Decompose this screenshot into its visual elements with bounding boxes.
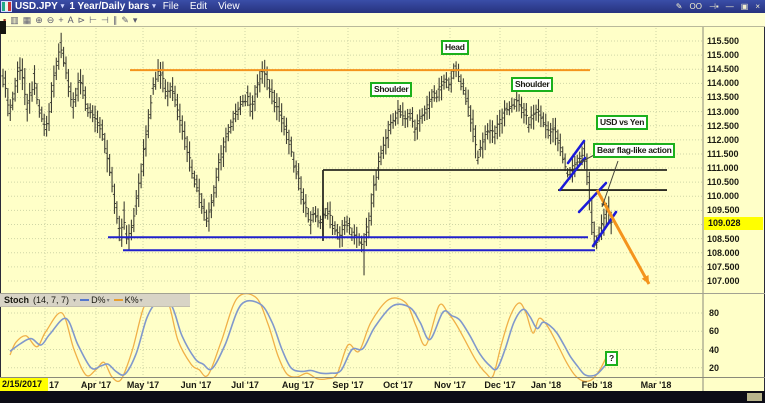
arrow-head bbox=[601, 203, 605, 207]
link-rings-icon[interactable]: OO bbox=[689, 2, 702, 11]
date-label: Jan '18 bbox=[530, 380, 562, 390]
pointer-icon[interactable]: ⊳ bbox=[77, 14, 86, 25]
annotation-label[interactable]: Shoulder bbox=[370, 82, 413, 97]
maximize-button[interactable]: ▣ bbox=[740, 2, 749, 11]
annotation-label[interactable]: Bear flag-like action bbox=[593, 143, 676, 158]
price-tick-label: 114.500 bbox=[707, 64, 740, 75]
pin-chart-icon[interactable]: ⊣▪ bbox=[708, 2, 719, 11]
price-tick-label: 108.500 bbox=[707, 233, 740, 244]
interval-left-icon[interactable]: ⊢ bbox=[89, 14, 97, 25]
bear-flag-line[interactable] bbox=[577, 181, 608, 214]
d-series-swatch bbox=[80, 298, 90, 301]
stoch-d-line[interactable] bbox=[9, 299, 610, 377]
zoom-in-icon[interactable]: ⊕ bbox=[35, 14, 43, 25]
price-tick-label: 112.000 bbox=[707, 134, 740, 145]
interval-title[interactable]: 1 Year/Daily bars bbox=[69, 1, 150, 12]
price-tick-label: 111.000 bbox=[707, 163, 739, 174]
more-tools-icon[interactable]: ▾ bbox=[132, 14, 138, 25]
app-chart-icon bbox=[1, 1, 12, 12]
scrollbar-thumb[interactable] bbox=[747, 393, 762, 401]
date-label: Oct '17 bbox=[383, 380, 413, 390]
bear-flag-line[interactable] bbox=[566, 139, 586, 165]
panel-divider[interactable] bbox=[0, 293, 765, 294]
bar-chart-icon[interactable]: ▥ bbox=[10, 14, 19, 25]
stoch-params[interactable]: (14, 7, 7) bbox=[33, 295, 70, 305]
minimize-button[interactable]: — bbox=[725, 2, 734, 11]
arrow-head bbox=[579, 159, 583, 163]
stoch-tick-label: 40 bbox=[709, 344, 720, 355]
bottom-scrollbar[interactable] bbox=[0, 391, 765, 403]
histogram-icon[interactable]: ▦ bbox=[22, 14, 32, 25]
price-tick-label: 113.500 bbox=[707, 92, 740, 103]
price-tick-label: 114.000 bbox=[707, 78, 740, 89]
menu-edit[interactable]: Edit bbox=[189, 1, 208, 12]
date-label: Jun '17 bbox=[180, 380, 212, 390]
date-label: Apr '17 bbox=[80, 380, 112, 390]
last-price-badge: 109.028 bbox=[704, 217, 763, 231]
interval-dropdown-icon[interactable]: ▾ bbox=[152, 3, 156, 10]
price-tick-label: 109.500 bbox=[707, 205, 740, 216]
parallel-lines-icon[interactable]: ∥ bbox=[112, 14, 118, 25]
price-tick-label: 113.000 bbox=[707, 106, 740, 117]
interval-right-icon[interactable]: ⊣ bbox=[101, 14, 109, 25]
price-tick-label: 115.500 bbox=[707, 36, 740, 46]
date-label: May '17 bbox=[126, 380, 160, 390]
k-series-dropdown-icon[interactable]: ▾ bbox=[139, 297, 143, 304]
title-bar: USD.JPY ▾ 1 Year/Daily bars ▾ File Edit … bbox=[0, 0, 765, 13]
draw-pencil-icon[interactable]: ✎ bbox=[675, 2, 683, 11]
stoch-settings-icon[interactable]: ▾ bbox=[73, 297, 77, 304]
k-series-label[interactable]: K% bbox=[124, 295, 139, 305]
price-tick-label: 115.000 bbox=[707, 50, 740, 61]
draw-tool-icon[interactable]: ✎ bbox=[121, 14, 129, 25]
cursor-date-badge: 2/15/2017 bbox=[0, 378, 48, 391]
annotation-label[interactable]: ? bbox=[605, 351, 618, 366]
stoch-tick-label: 60 bbox=[709, 326, 720, 337]
price-tick-label: 110.000 bbox=[707, 191, 740, 202]
date-axis-border bbox=[0, 377, 765, 378]
date-label: Mar '18 bbox=[640, 380, 672, 390]
date-label: Feb '18 bbox=[581, 380, 613, 390]
zoom-out-icon[interactable]: ⊖ bbox=[46, 14, 55, 25]
d-series-dropdown-icon[interactable]: ▾ bbox=[106, 297, 110, 304]
date-label: Dec '17 bbox=[484, 380, 516, 390]
menu-file[interactable]: File bbox=[162, 1, 179, 12]
drawing-toolbar: ▪ ▥ ▦ ⊕ ⊖ + A ⊳ ⊢ ⊣ ∥ ✎ ▾ bbox=[0, 13, 765, 27]
close-button[interactable]: × bbox=[755, 2, 760, 11]
price-tick-label: 111.500 bbox=[707, 148, 739, 159]
annotation-label[interactable]: Shoulder bbox=[511, 77, 554, 92]
date-label: Sep '17 bbox=[332, 380, 364, 390]
marker-icon[interactable]: ▪ bbox=[3, 14, 7, 25]
date-label: Jul '17 bbox=[231, 380, 259, 390]
stoch-panel-header: Stoch (14, 7, 7) ▾ D% ▾ K% ▾ bbox=[0, 294, 190, 307]
window-controls: ✎ OO ⊣▪ — ▣ × bbox=[674, 0, 762, 13]
bear-flag-line[interactable] bbox=[558, 156, 587, 192]
price-tick-label: 107.000 bbox=[707, 275, 740, 286]
price-tick-label: 108.000 bbox=[707, 247, 740, 258]
arrow-shaft[interactable] bbox=[595, 189, 651, 285]
arrow-head bbox=[641, 275, 649, 284]
date-label: Nov '17 bbox=[434, 380, 466, 390]
stoch-tick-label: 20 bbox=[709, 362, 720, 373]
annotation-label[interactable]: USD vs Yen bbox=[596, 115, 649, 130]
stoch-tick-label: 80 bbox=[709, 308, 720, 319]
date-label: Aug '17 bbox=[281, 380, 315, 390]
price-tick-label: 112.500 bbox=[707, 120, 740, 131]
text-tool-icon[interactable]: A bbox=[67, 14, 74, 25]
crosshair-icon[interactable]: + bbox=[58, 14, 64, 25]
price-tick-label: 110.500 bbox=[707, 177, 740, 188]
k-series-swatch bbox=[113, 298, 123, 301]
left-edge-marker bbox=[0, 21, 6, 34]
menu-view[interactable]: View bbox=[218, 1, 240, 12]
stoch-title: Stoch bbox=[4, 295, 30, 305]
d-series-label[interactable]: D% bbox=[91, 295, 106, 305]
price-tick-label: 107.500 bbox=[707, 261, 740, 272]
date-label-partial: 17 bbox=[49, 380, 60, 390]
annotation-label[interactable]: Head bbox=[441, 40, 469, 55]
arrow-shaft[interactable] bbox=[601, 160, 619, 208]
stoch-k-line[interactable] bbox=[9, 292, 607, 383]
symbol-title[interactable]: USD.JPY bbox=[15, 1, 58, 12]
symbol-dropdown-icon[interactable]: ▾ bbox=[60, 3, 65, 10]
